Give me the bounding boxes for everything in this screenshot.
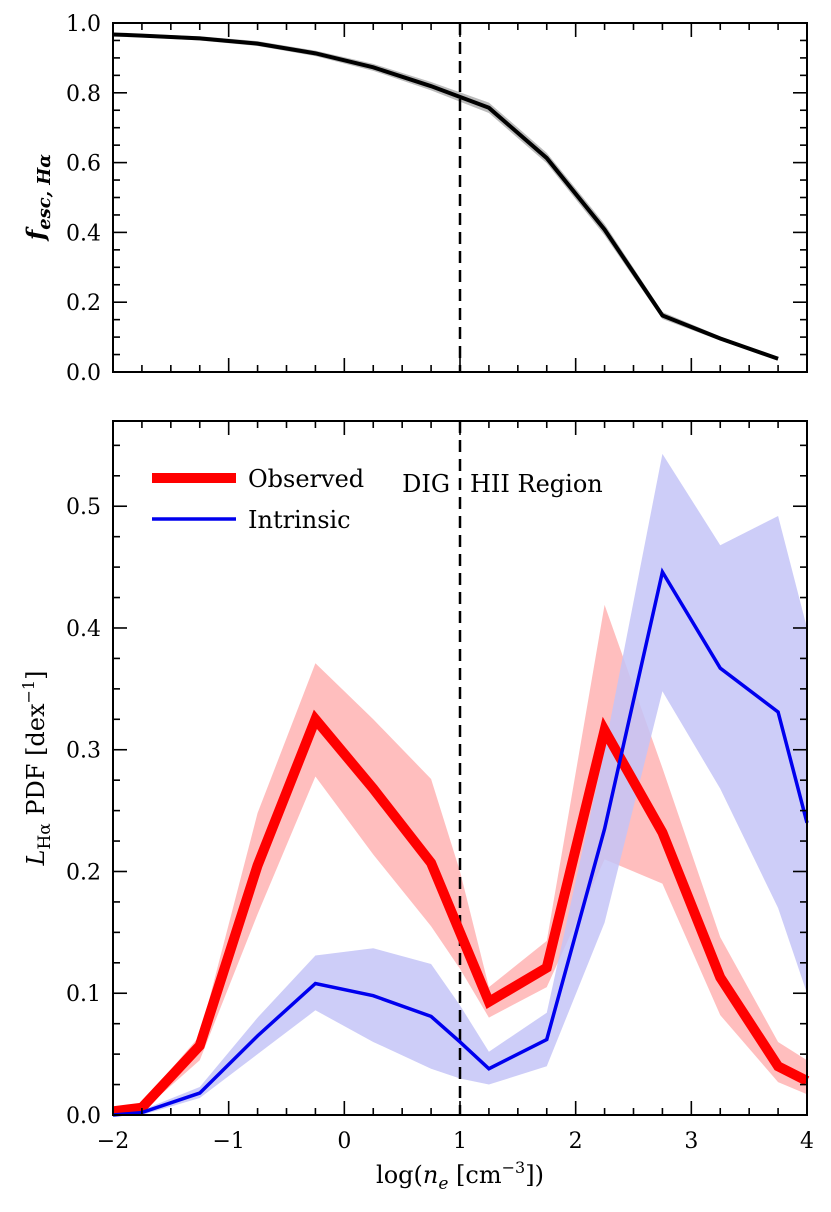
top-ylabel-sub: esc, Hα [34, 154, 55, 230]
series-line-fesc [112, 32, 779, 361]
legend: Observed Intrinsic [152, 465, 364, 534]
ytick-label: 1.0 [66, 12, 101, 37]
bottom-ylabel-end: ] [22, 671, 50, 680]
xtick-label: 2 [569, 1129, 583, 1154]
bottom-bands [113, 453, 807, 1116]
ytick-label: 0.0 [66, 1104, 101, 1129]
annotation-hii-region: HII Region [470, 470, 603, 498]
xtick-label: 3 [684, 1129, 698, 1154]
bottom-ticks [112, 421, 808, 1116]
xlabel-var: n [423, 1161, 438, 1189]
xlabel-unit: [cm [448, 1161, 501, 1189]
xlabel-sub: e [438, 1174, 448, 1194]
bottom-ylabel-exp: −1 [19, 680, 38, 704]
band-intrinsic [113, 453, 807, 1116]
xlabel-exp: −3 [502, 1158, 526, 1177]
ytick-label: 0.0 [66, 361, 101, 386]
bottom-ylabel-main: L [22, 850, 50, 867]
top-y-axis-title: fesc, Hα [21, 154, 55, 242]
legend-observed-label: Observed [248, 465, 364, 493]
ytick-label: 0.1 [66, 982, 101, 1007]
ytick-label: 0.2 [66, 291, 101, 316]
xtick-label: −2 [97, 1129, 129, 1154]
bottom-xtick-labels: −2 −1 0 1 2 3 4 [97, 1129, 814, 1154]
annotation-dig: DIG [402, 470, 450, 498]
bottom-x-axis-title: log(ne [cm−3]) [376, 1158, 544, 1194]
ytick-label: 0.5 [66, 495, 101, 520]
ytick-label: 0.2 [66, 860, 101, 885]
bottom-y-axis-title: LHα PDF [dex−1] [19, 671, 55, 867]
ytick-label: 0.4 [66, 617, 101, 642]
bottom-ytick-labels: 0.0 0.1 0.2 0.3 0.4 0.5 [66, 495, 101, 1129]
top-bands [113, 32, 779, 361]
bottom-ylabel-sub: Hα [35, 823, 55, 850]
xlabel-post: ]) [525, 1161, 544, 1189]
top-lines [112, 32, 779, 361]
legend-intrinsic-label: Intrinsic [248, 506, 351, 534]
xtick-label: 1 [453, 1129, 467, 1154]
bottom-ylabel-rest: PDF [dex [22, 703, 50, 823]
top-panel-fesc: 0.0 0.2 0.4 0.6 0.8 1.0 fesc, Hα [21, 12, 808, 386]
top-ticks [112, 22, 808, 373]
xlabel-pre: log( [376, 1161, 423, 1189]
xtick-label: 0 [337, 1129, 351, 1154]
ytick-label: 0.3 [66, 739, 101, 764]
band-fesc [113, 32, 779, 361]
series-line-observed [112, 709, 810, 1117]
series-line-intrinsic [112, 567, 809, 1117]
top-ytick-labels: 0.0 0.2 0.4 0.6 0.8 1.0 [66, 12, 101, 386]
xtick-label: 4 [800, 1129, 814, 1154]
top-ylabel-main: f [21, 226, 50, 242]
xtick-label: −1 [212, 1129, 244, 1154]
ytick-label: 0.8 [66, 82, 101, 107]
ytick-label: 0.6 [66, 152, 101, 177]
ytick-label: 0.4 [66, 221, 101, 246]
bottom-panel-pdf: 0.0 0.1 0.2 0.3 0.4 0.5 −2 −1 0 1 2 3 4 Observed In… [19, 420, 814, 1194]
bottom-lines [112, 567, 810, 1117]
